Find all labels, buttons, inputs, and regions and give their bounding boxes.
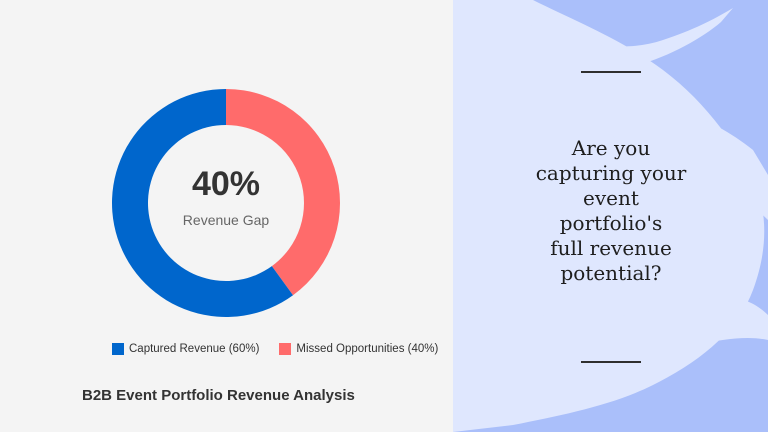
question-line: full revenue — [550, 236, 672, 260]
divider-top — [581, 71, 641, 73]
question-panel: Are you capturing your event portfolio's… — [453, 0, 768, 432]
divider-bottom — [581, 361, 641, 363]
question-text: Are you capturing your event portfolio's… — [501, 136, 721, 286]
brush-shape-top — [483, 0, 733, 79]
legend-label-missed: Missed Opportunities (40%) — [296, 343, 439, 355]
brush-shape-right — [573, 90, 768, 220]
center-value: 40% — [191, 165, 261, 203]
chart-legend: Captured Revenue (60%) Missed Opportunit… — [112, 343, 438, 355]
legend-item-missed: Missed Opportunities (40%) — [279, 343, 438, 355]
chart-title: B2B Event Portfolio Revenue Analysis — [82, 387, 355, 404]
brush-shape-left — [453, 150, 477, 340]
donut-chart — [111, 89, 340, 317]
question-line: Are you — [571, 136, 651, 160]
question-line: capturing your — [535, 161, 687, 185]
center-label: Revenue Gap — [182, 212, 270, 228]
legend-label-captured: Captured Revenue (60%) — [129, 343, 260, 355]
brush-shape-lower — [493, 295, 768, 371]
donut-slice-captured — [111, 89, 294, 317]
question-line: event — [583, 186, 639, 210]
chart-panel: 40% Revenue Gap Captured Revenue (60%) M… — [0, 0, 453, 432]
question-line: potential? — [560, 261, 662, 285]
legend-item-captured: Captured Revenue (60%) — [112, 343, 259, 355]
legend-swatch-captured — [112, 343, 124, 355]
question-line: portfolio's — [559, 211, 663, 235]
brush-stroke-decoration — [453, 0, 768, 432]
legend-swatch-missed — [279, 343, 292, 355]
donut-slice-missed — [226, 89, 340, 296]
